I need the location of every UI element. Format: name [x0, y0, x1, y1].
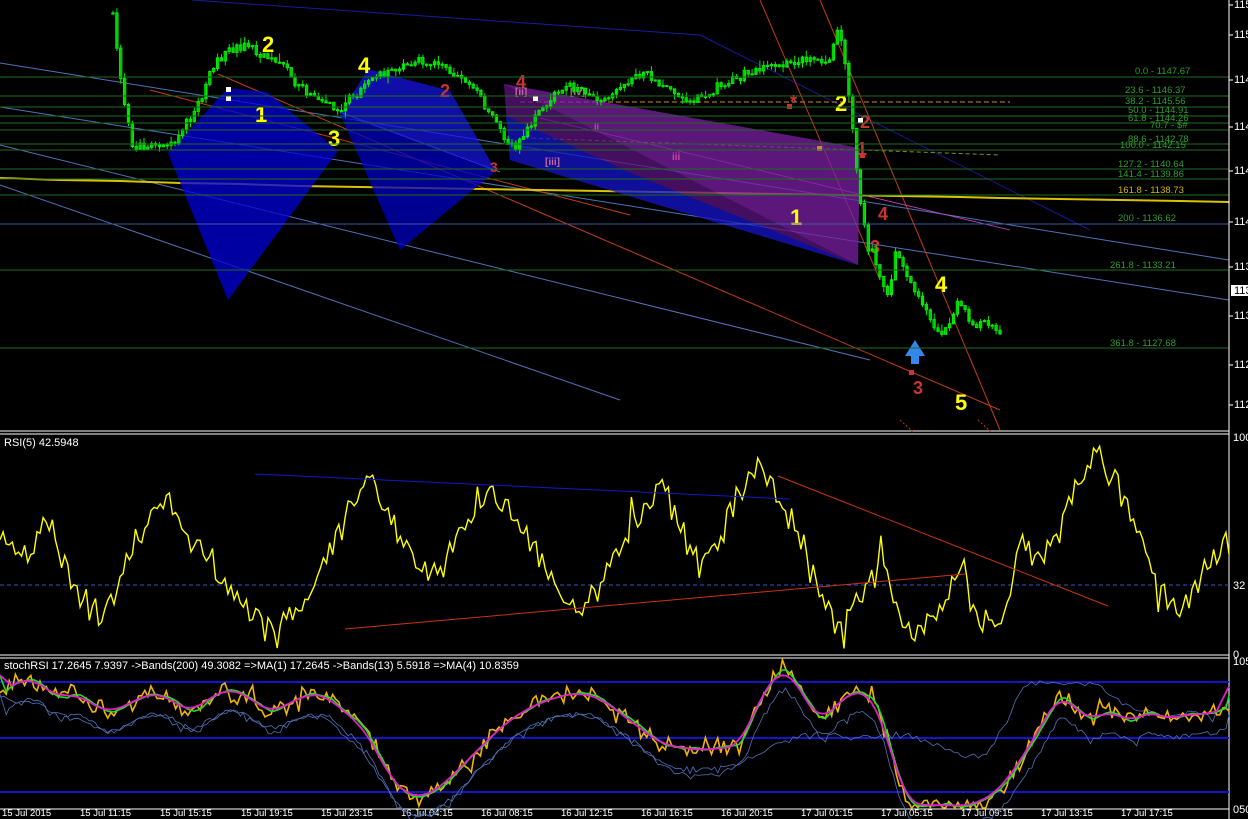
svg-text:113: 113 [1234, 261, 1248, 273]
svg-text:iii: iii [672, 152, 681, 163]
svg-text:3: 3 [913, 378, 923, 398]
svg-text:16 Jul 12:15: 16 Jul 12:15 [561, 808, 613, 819]
svg-text:0.0 - 1147.67: 0.0 - 1147.67 [1135, 66, 1190, 77]
svg-text:4: 4 [358, 53, 371, 78]
svg-text:1: 1 [790, 205, 802, 230]
svg-text:2: 2 [440, 81, 450, 101]
svg-text:17 Jul 01:15: 17 Jul 01:15 [801, 808, 853, 819]
svg-text:100: 100 [1233, 432, 1248, 444]
svg-text:113: 113 [1234, 285, 1248, 297]
svg-text:4: 4 [878, 204, 888, 224]
svg-text:161.8 - 1138.73: 161.8 - 1138.73 [1118, 185, 1184, 196]
svg-text:112: 112 [1234, 399, 1248, 411]
svg-text:100.0 - 1142.15: 100.0 - 1142.15 [1120, 140, 1186, 151]
svg-text:114: 114 [1234, 165, 1248, 177]
svg-text:0500: 0500 [1233, 804, 1248, 816]
svg-text:200 - 1136.62: 200 - 1136.62 [1118, 213, 1176, 224]
svg-text:17 Jul 17:15: 17 Jul 17:15 [1121, 808, 1173, 819]
svg-text:stochRSI 17.2645 7.9397 ->Ba: stochRSI 17.2645 7.9397 ->Bands(200) 49.… [4, 660, 519, 672]
svg-text:RSI(5) 42.5948: RSI(5) 42.5948 [4, 437, 79, 449]
svg-text:4: 4 [935, 272, 948, 297]
svg-text:115: 115 [1234, 0, 1248, 11]
svg-text:5: 5 [955, 390, 967, 415]
svg-text:16 Jul 08:15: 16 Jul 08:15 [481, 808, 533, 819]
svg-text:[iii]: [iii] [545, 157, 560, 168]
svg-text:70.7 - $#: 70.7 - $# [1150, 120, 1188, 131]
svg-text:15 Jul 23:15: 15 Jul 23:15 [321, 808, 373, 819]
svg-text:141.4 - 1139.86: 141.4 - 1139.86 [1118, 169, 1184, 180]
svg-text:2: 2 [835, 91, 847, 116]
svg-text:112: 112 [1234, 359, 1248, 371]
svg-text:114: 114 [1234, 74, 1248, 86]
svg-text:113: 113 [1234, 310, 1248, 322]
svg-text:114: 114 [1234, 121, 1248, 133]
svg-text:17 Jul 13:15: 17 Jul 13:15 [1041, 808, 1093, 819]
svg-text:15 Jul 19:15: 15 Jul 19:15 [241, 808, 293, 819]
svg-text:32: 32 [1233, 580, 1245, 592]
svg-text:15 Jul 15:15: 15 Jul 15:15 [160, 808, 212, 819]
svg-text:261.8 - 1133.21: 261.8 - 1133.21 [1110, 260, 1176, 271]
svg-text:23.6 - 1146.37: 23.6 - 1146.37 [1125, 85, 1186, 96]
svg-text:16 Jul 20:15: 16 Jul 20:15 [721, 808, 773, 819]
svg-text:15 Jul 11:15: 15 Jul 11:15 [80, 808, 131, 819]
svg-text:15 Jul 2015: 15 Jul 2015 [2, 808, 51, 819]
svg-text:16 Jul 16:15: 16 Jul 16:15 [641, 808, 693, 819]
svg-text:114: 114 [1234, 216, 1248, 228]
svg-text:3: 3 [490, 159, 498, 175]
svg-text:105: 105 [1233, 656, 1248, 668]
svg-text:361.8 - 1127.68: 361.8 - 1127.68 [1110, 338, 1176, 349]
svg-text:115: 115 [1234, 29, 1248, 41]
